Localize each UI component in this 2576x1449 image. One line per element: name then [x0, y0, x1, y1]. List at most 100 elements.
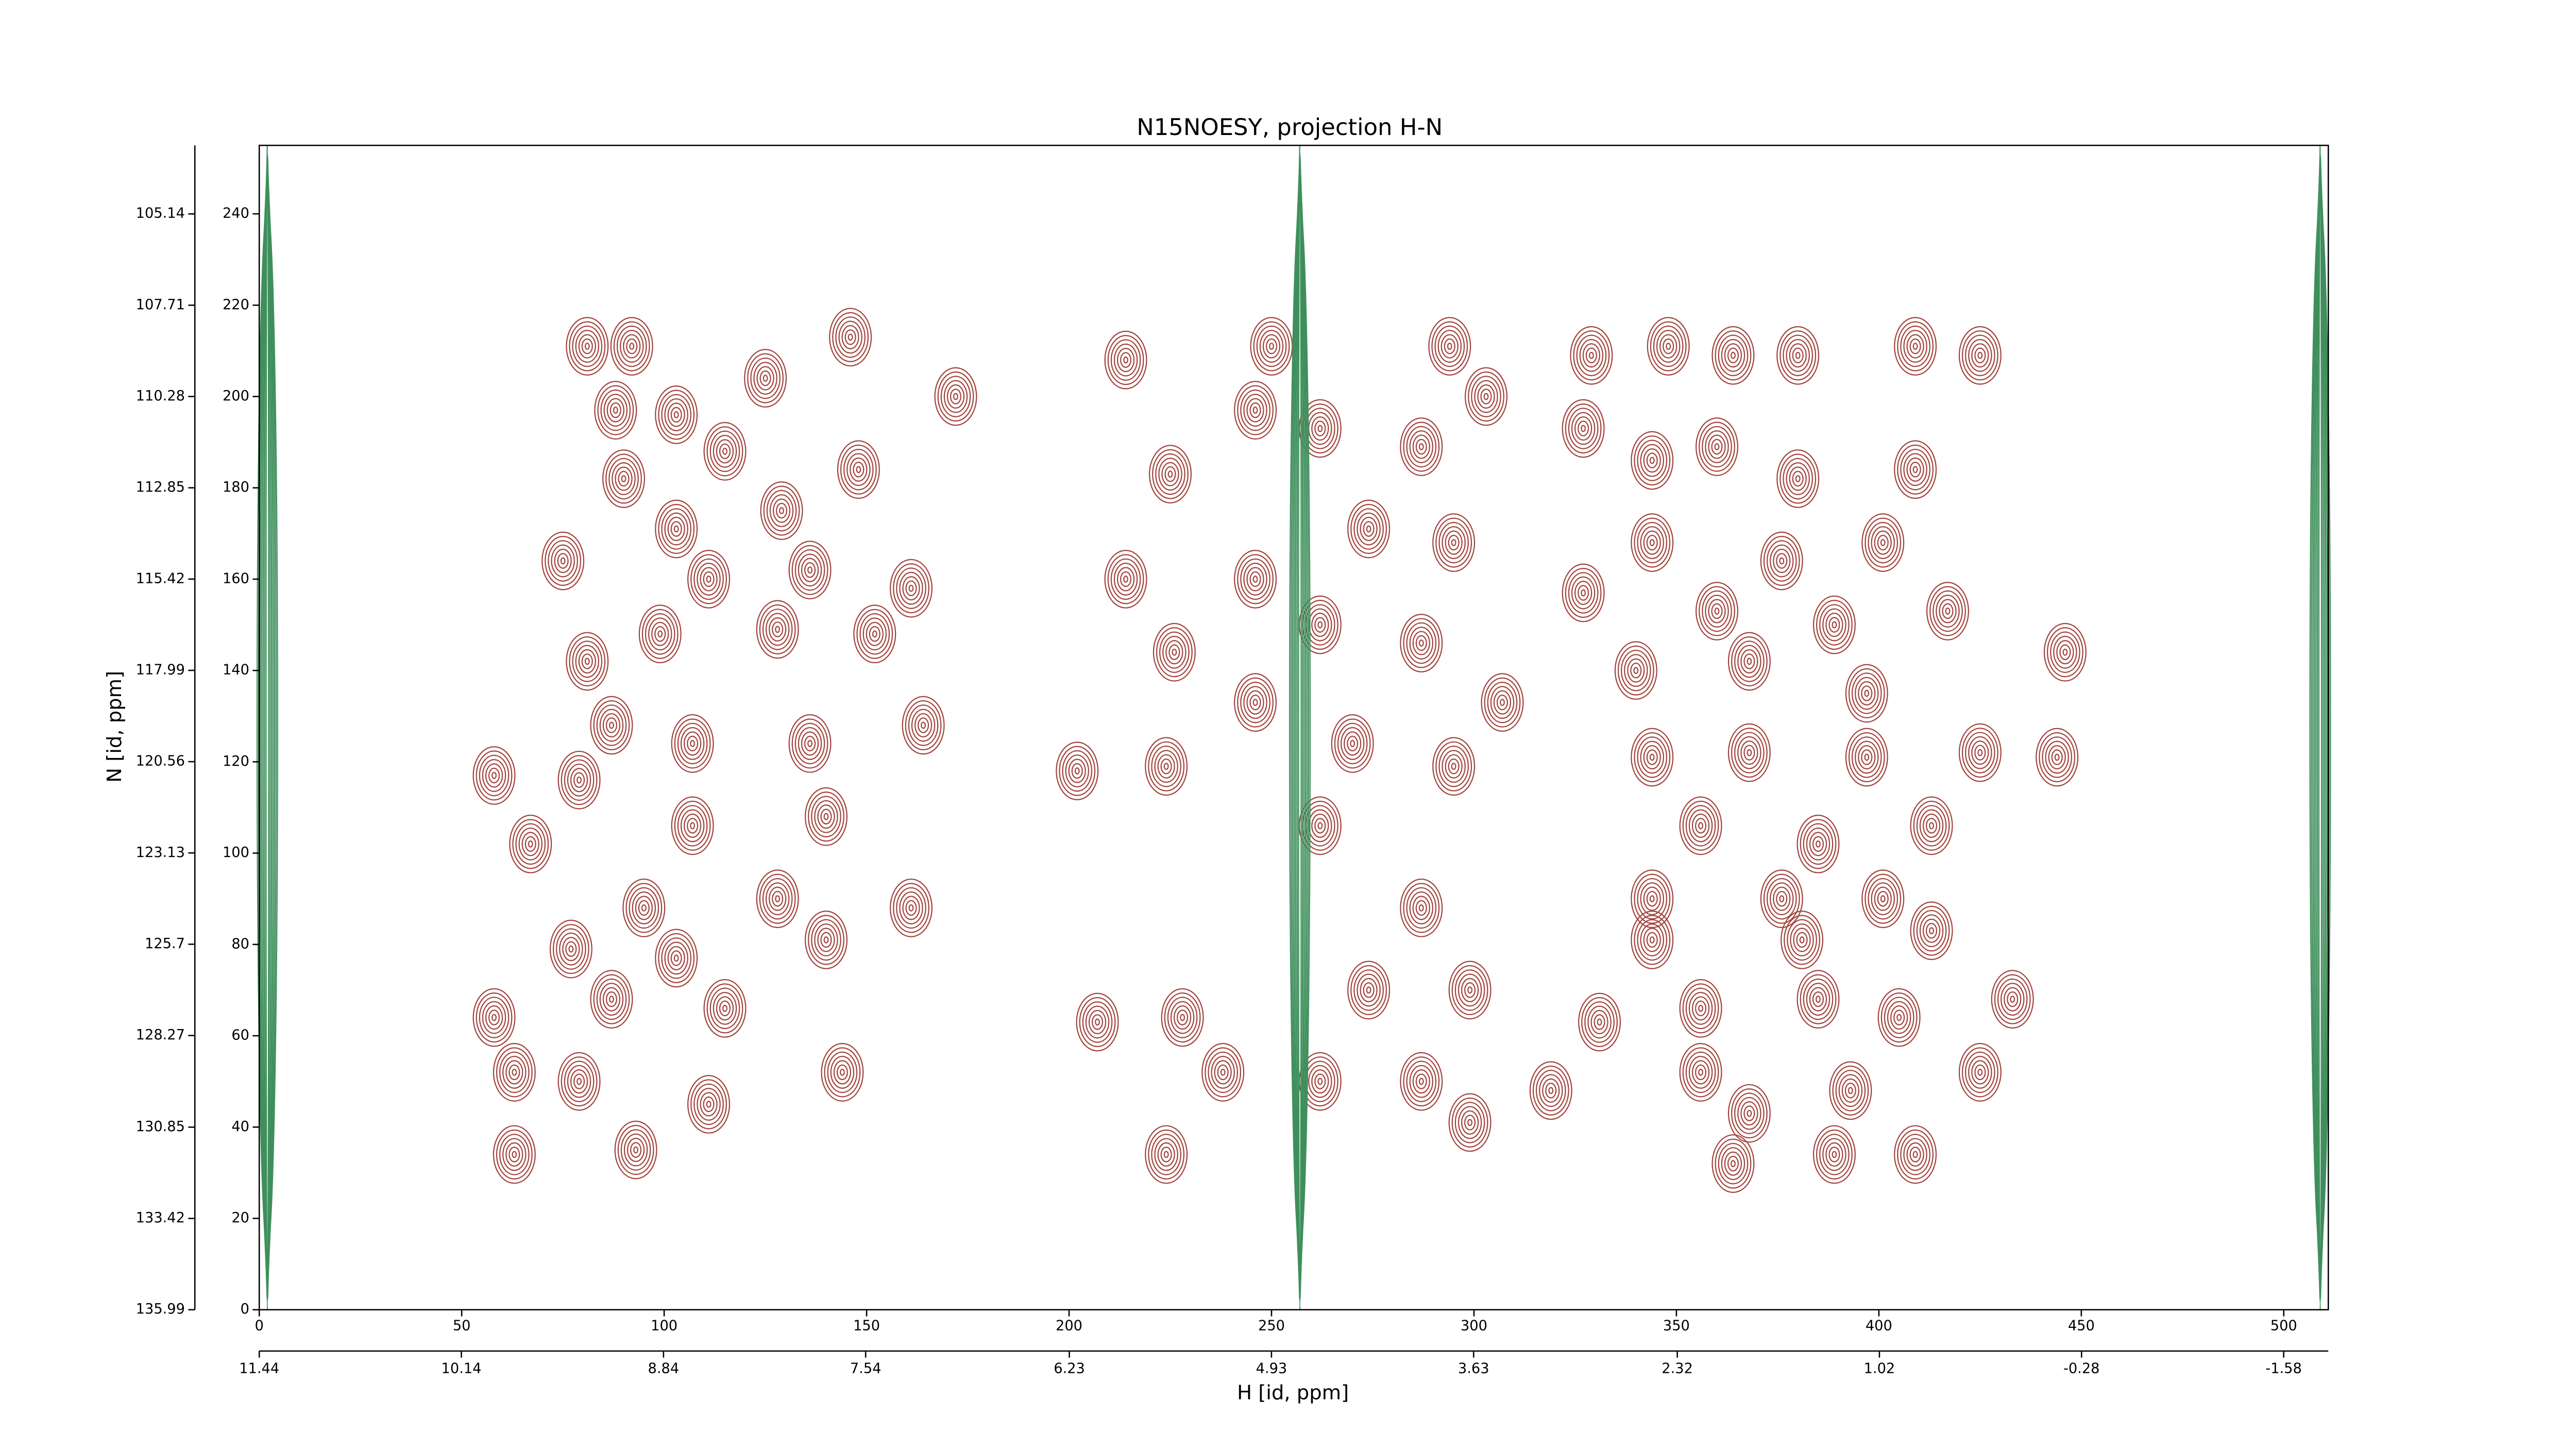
peak-contour	[1851, 736, 1882, 778]
peak-contour	[1445, 530, 1463, 555]
peak-contour	[1153, 622, 1196, 682]
peak-contour	[1971, 740, 1989, 765]
peak-contour	[1958, 723, 2002, 782]
peak-contour	[1597, 1018, 1602, 1026]
peak-contour	[610, 317, 653, 376]
peak-contour	[905, 700, 942, 751]
peak-contour	[1816, 840, 1821, 848]
ridge-contour	[1289, 204, 1311, 1251]
peak-contour	[658, 390, 695, 440]
peak-contour	[821, 1043, 864, 1102]
peak-contour	[1740, 1101, 1758, 1126]
peak-contour	[872, 630, 877, 638]
peak-contour	[596, 978, 627, 1020]
peak-contour	[1916, 805, 1947, 847]
peak-contour	[1252, 699, 1258, 706]
peak-contour	[1542, 1078, 1560, 1103]
peak-contour	[1240, 389, 1270, 431]
peak-contour	[1770, 882, 1794, 916]
x2-tick-label: 4.93	[1256, 1361, 1287, 1377]
peak-contour	[899, 891, 923, 924]
peak-contour	[496, 1047, 533, 1098]
peak-contour	[1792, 347, 1804, 363]
peak-contour	[593, 700, 630, 751]
peak-contour	[599, 709, 624, 742]
peak-contour	[1156, 627, 1193, 678]
peak-contour	[1789, 343, 1807, 368]
peak-contour	[485, 763, 503, 788]
peak-contour	[1246, 398, 1264, 423]
x2-tick-label: 10.14	[442, 1361, 482, 1377]
y2-tick-label: 107.71	[136, 297, 185, 313]
peak-contour	[561, 1056, 598, 1107]
peak-contour	[1211, 1056, 1235, 1089]
peak-contour	[1649, 936, 1655, 943]
x2-tick-label: 8.84	[648, 1361, 680, 1377]
peak-contour	[1640, 740, 1664, 774]
peak-contour	[1997, 978, 2028, 1020]
peak-contour	[1412, 1069, 1430, 1094]
peak-contour	[1737, 645, 1761, 678]
peak-contour	[545, 535, 582, 586]
peak-contour	[1163, 763, 1169, 770]
peak-contour	[833, 1060, 852, 1085]
peak-contour	[1631, 728, 1674, 787]
ridge-contour	[1293, 174, 1307, 1281]
peak-contour	[1646, 452, 1658, 468]
peak-contour	[1415, 635, 1427, 651]
plot-area	[256, 145, 2331, 1310]
peak-contour	[673, 525, 679, 533]
peak-contour	[801, 558, 819, 582]
peak-contour	[1868, 878, 1899, 920]
peak-contour	[1415, 439, 1427, 455]
peak-contour	[1363, 982, 1375, 998]
peak-contour	[1568, 572, 1599, 614]
peak-contour	[794, 722, 825, 765]
peak-contour	[1760, 531, 1803, 591]
peak-contour	[943, 380, 968, 413]
peak-contour	[1107, 335, 1144, 385]
peak-contour	[602, 987, 621, 1012]
peak-contour	[1698, 1069, 1704, 1076]
peak-contour	[700, 567, 718, 592]
peak-contour	[1079, 997, 1116, 1048]
peak-contour	[482, 1001, 506, 1034]
peak-contour	[1249, 402, 1261, 418]
peak-contour	[1465, 367, 1508, 426]
peak-contour	[1440, 334, 1459, 359]
peak-contour	[1909, 1147, 1921, 1162]
y2-tick-label: 112.85	[136, 479, 185, 495]
peak-contour	[1779, 557, 1785, 565]
peak-contour	[1590, 1009, 1608, 1035]
y-tick-label: 240	[223, 206, 249, 222]
peak-contour	[1816, 996, 1821, 1003]
peak-contour	[1861, 513, 1905, 572]
peak-contour	[569, 636, 606, 686]
peak-contour	[762, 878, 793, 920]
peak-contour	[1582, 343, 1601, 368]
peak-contour	[1640, 923, 1664, 956]
peak-contour	[862, 617, 887, 651]
peak-contour	[567, 763, 591, 797]
peak-contour	[1487, 681, 1518, 723]
peak-contour	[1165, 640, 1183, 665]
peak-contour	[811, 919, 841, 961]
y-tick-label: 0	[241, 1301, 249, 1317]
peak-contour	[1350, 740, 1355, 747]
peak-contour	[1783, 334, 1814, 376]
peak-contour	[605, 453, 642, 504]
peak-contour	[1400, 1052, 1443, 1111]
peak-contour	[502, 1138, 527, 1171]
peak-contour	[798, 727, 822, 760]
peak-contour	[1076, 992, 1119, 1052]
peak-contour	[578, 334, 596, 359]
peak-contour	[633, 1146, 639, 1154]
peak-contour	[1770, 544, 1794, 578]
peak-contour	[590, 696, 633, 755]
peak-contour	[623, 1133, 648, 1167]
peak-contour	[1298, 595, 1342, 654]
peak-contour	[1731, 728, 1768, 778]
peak-contour	[1240, 558, 1270, 600]
peak-contour	[1438, 746, 1469, 787]
peak-contour	[905, 580, 917, 596]
